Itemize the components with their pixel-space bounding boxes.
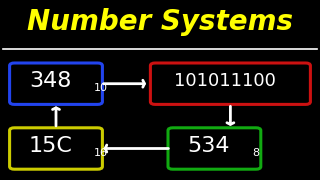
Text: 16: 16 — [94, 148, 108, 158]
Text: 15C: 15C — [28, 136, 72, 156]
Text: 10: 10 — [94, 83, 108, 93]
Text: 534: 534 — [188, 136, 230, 156]
Text: Number Systems: Number Systems — [27, 8, 293, 37]
Text: 8: 8 — [252, 148, 260, 158]
Text: 101011100: 101011100 — [174, 72, 276, 90]
Text: 348: 348 — [29, 71, 71, 91]
